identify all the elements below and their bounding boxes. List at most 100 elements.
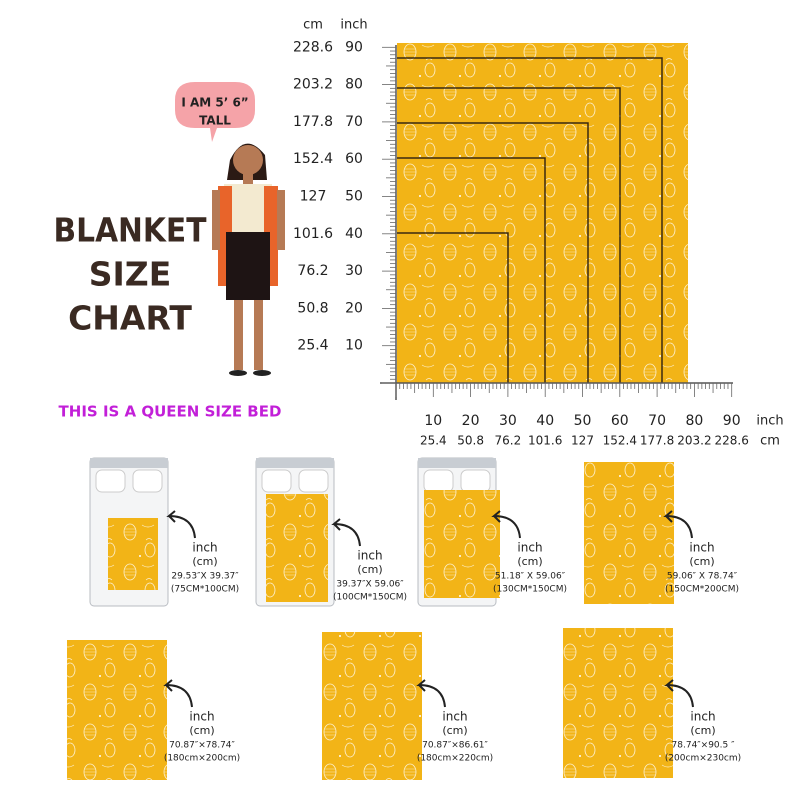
- blanket: [424, 490, 500, 598]
- y-cm-label: 228.6: [293, 39, 333, 55]
- y-cm-label: 50.8: [297, 300, 328, 316]
- arrow: [491, 510, 521, 539]
- arrow: [416, 679, 446, 708]
- size-unit: inch: [442, 710, 467, 724]
- size-unit: inch: [357, 549, 382, 563]
- woman-figure: [212, 143, 285, 376]
- x-cm-label: 177.8: [640, 434, 674, 448]
- y-inch-label: 10: [345, 338, 363, 354]
- size-unit2: (cm): [690, 724, 715, 737]
- size-unit: inch: [517, 541, 542, 555]
- x-cm-label: 76.2: [495, 434, 522, 448]
- pillow: [95, 469, 126, 493]
- arrow: [166, 510, 196, 539]
- size-unit2: (cm): [689, 555, 714, 568]
- blanket: [584, 462, 674, 604]
- size-dims: 51.18″ X 59.06″: [495, 572, 566, 582]
- y-cm-label: 152.4: [293, 151, 333, 167]
- pillow: [298, 469, 329, 493]
- bubble-text: I AM 5’ 6”: [181, 96, 248, 110]
- size-dims: 29.53″X 39.37″: [171, 572, 239, 582]
- size-unit2: (cm): [517, 555, 542, 568]
- size-metric: (180cm×200cm): [164, 754, 240, 764]
- y-inch-label: 70: [345, 114, 363, 130]
- unit-label: inch: [340, 18, 367, 33]
- size-unit: inch: [189, 710, 214, 724]
- pillow: [132, 469, 163, 493]
- x-inch-label: 30: [499, 413, 517, 429]
- pillow: [460, 469, 491, 493]
- bed-headboard: [90, 458, 168, 468]
- blanket: [266, 494, 328, 602]
- size-unit: inch: [689, 541, 714, 555]
- y-cm-label: 101.6: [293, 226, 333, 242]
- size-metric: (200cm×230cm): [665, 754, 741, 764]
- subtitle: THIS IS A QUEEN SIZE BED: [59, 403, 282, 421]
- size-metric: (180cm×220cm): [417, 754, 493, 764]
- size-unit2: (cm): [192, 555, 217, 568]
- x-inch-label: 10: [424, 413, 442, 429]
- size-metric: (150CM*200CM): [665, 585, 739, 595]
- y-cm-label: 127: [300, 189, 327, 205]
- x-inch-label: 20: [462, 413, 480, 429]
- bubble-text: TALL: [199, 114, 231, 128]
- unit-label: cm: [303, 18, 323, 33]
- y-cm-label: 25.4: [297, 338, 328, 354]
- x-cm-label: 203.2: [677, 434, 711, 448]
- pillow: [423, 469, 454, 493]
- title: CHART: [68, 299, 192, 338]
- arrow: [331, 518, 361, 547]
- x-inch-label: 80: [685, 413, 703, 429]
- bed-headboard: [418, 458, 496, 468]
- size-dims: 39.37″X 59.06″: [336, 580, 404, 590]
- arrow: [163, 679, 193, 708]
- x-inch-label: 50: [574, 413, 592, 429]
- x-inch-label: 40: [536, 413, 554, 429]
- x-inch-label: 60: [611, 413, 629, 429]
- size-metric: (130CM*150CM): [493, 585, 567, 595]
- blanket: [563, 628, 673, 778]
- y-inch-label: 90: [345, 39, 363, 55]
- y-inch-label: 20: [345, 300, 363, 316]
- x-cm-label: 101.6: [528, 434, 562, 448]
- size-unit: inch: [192, 541, 217, 555]
- size-metric: (100CM*150CM): [333, 593, 407, 603]
- x-cm-label: 228.6: [715, 434, 749, 448]
- blanket: [67, 640, 167, 780]
- pillow: [261, 469, 292, 493]
- speech-bubble: [175, 82, 255, 142]
- blanket: [322, 632, 422, 780]
- title: SIZE: [89, 255, 172, 294]
- size-outlines: [397, 57, 663, 383]
- x-cm-label: 127: [571, 434, 594, 448]
- y-inch-label: 60: [345, 151, 363, 167]
- unit-label: inch: [756, 414, 783, 429]
- size-unit: inch: [690, 710, 715, 724]
- arrow: [663, 510, 693, 539]
- size-unit2: (cm): [442, 724, 467, 737]
- size-dims: 70.87″×78.74″: [169, 741, 235, 751]
- y-inch-label: 40: [345, 226, 363, 242]
- x-inch-label: 70: [648, 413, 666, 429]
- x-inch-label: 90: [723, 413, 741, 429]
- y-inch-label: 50: [345, 189, 363, 205]
- y-cm-label: 177.8: [293, 114, 333, 130]
- size-dims: 70.87″×86.61″: [422, 741, 488, 751]
- size-dims: 59.06″ X 78.74″: [667, 572, 738, 582]
- x-cm-label: 50.8: [457, 434, 484, 448]
- y-inch-label: 80: [345, 77, 363, 93]
- y-inch-label: 30: [345, 263, 363, 279]
- blanket: [108, 518, 158, 590]
- size-dims: 78.74″×90.5 ″: [672, 741, 736, 751]
- y-cm-label: 76.2: [297, 263, 328, 279]
- arrow: [664, 679, 694, 708]
- size-metric: (75CM*100CM): [171, 585, 239, 595]
- y-cm-label: 203.2: [293, 77, 333, 93]
- blanket-sample: [397, 43, 688, 383]
- x-cm-label: 152.4: [603, 434, 637, 448]
- size-unit2: (cm): [357, 563, 382, 576]
- x-cm-label: 25.4: [420, 434, 447, 448]
- title: BLANKET: [54, 211, 208, 250]
